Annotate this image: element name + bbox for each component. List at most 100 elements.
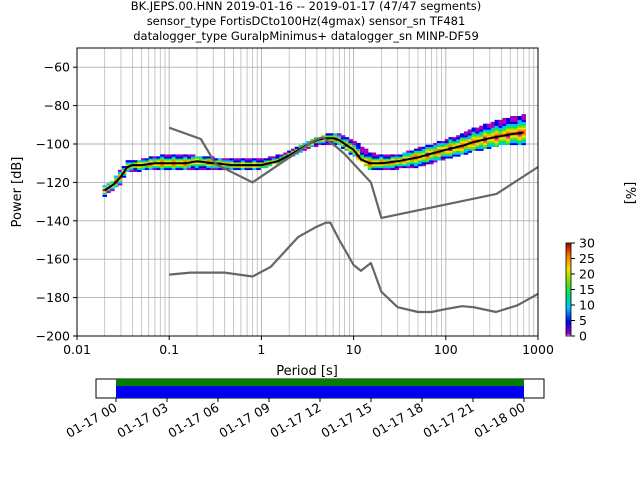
density-cell [486, 144, 492, 148]
density-cell [452, 144, 457, 148]
density-cells [102, 114, 526, 197]
density-cell [225, 160, 230, 163]
y-tick-label: −160 [36, 252, 70, 267]
density-cell [267, 158, 273, 161]
density-cell [233, 162, 238, 165]
density-cell [406, 164, 411, 167]
density-cell [144, 165, 150, 169]
density-cell [467, 137, 473, 140]
density-cell [202, 164, 207, 167]
density-cell [306, 144, 311, 148]
density-cell [509, 123, 515, 126]
density-cell [509, 116, 515, 119]
density-cell [429, 156, 434, 159]
density-cell [325, 133, 330, 136]
density-cell [233, 165, 238, 169]
density-cell [194, 167, 200, 171]
density-cell [421, 158, 426, 161]
density-cell [517, 127, 523, 130]
density-cell [436, 140, 442, 144]
density-cell [463, 137, 469, 140]
density-cell [310, 139, 315, 142]
density-cell [509, 135, 515, 138]
density-cell [417, 160, 423, 163]
density-cell [386, 154, 392, 157]
density-cell [467, 129, 473, 132]
density-cell [340, 146, 346, 149]
density-cell [452, 154, 457, 157]
density-cell [329, 139, 334, 142]
density-cell [444, 139, 450, 142]
density-cell [137, 162, 142, 165]
density-cell [448, 142, 453, 146]
density-cell [202, 158, 207, 161]
density-cell [429, 158, 434, 161]
psd-plot-area: 0.01 0.1 1 10 100 1000 −200 −180 −160 −140 −120 −1… [10, 47, 554, 379]
density-cell [360, 160, 365, 163]
density-cell [290, 150, 296, 153]
density-cell [467, 146, 473, 149]
density-cell [486, 142, 492, 146]
density-cell [144, 158, 150, 161]
density-cell [406, 150, 411, 153]
density-cell [479, 129, 484, 132]
density-cell [240, 165, 246, 169]
density-cell [475, 146, 480, 149]
density-cell [390, 167, 396, 171]
density-cell [137, 160, 142, 163]
density-cell [171, 167, 177, 171]
density-cell [521, 125, 526, 128]
density-cell [498, 137, 503, 140]
density-cell [436, 152, 442, 155]
density-cell [183, 158, 188, 161]
density-cell [344, 148, 350, 151]
density-cell [179, 164, 184, 167]
density-cell [352, 142, 357, 146]
y-tick-label: −200 [36, 329, 70, 344]
density-cell [394, 162, 400, 165]
density-cell [413, 162, 419, 165]
density-cell [156, 164, 161, 167]
y-tick-label: −140 [36, 213, 70, 228]
density-cell [390, 158, 396, 161]
x-tick-label: 0.01 [63, 342, 91, 357]
density-cell [413, 165, 419, 169]
density-cell [256, 165, 261, 169]
density-cell [521, 142, 526, 146]
density-cell [513, 121, 519, 124]
density-cell [509, 121, 515, 124]
density-cell [194, 156, 200, 159]
density-cell [463, 131, 469, 134]
density-cell [486, 139, 492, 142]
density-cell [214, 167, 219, 171]
density-cell [490, 131, 496, 134]
density-cell [494, 137, 500, 140]
density-cell [121, 175, 127, 178]
density-cell [440, 156, 446, 159]
density-cell [506, 137, 511, 140]
density-cell [371, 167, 377, 171]
density-cell [486, 129, 492, 132]
density-cell [371, 152, 377, 155]
density-cell [344, 142, 350, 146]
density-cell [429, 144, 434, 148]
density-cell [460, 148, 465, 151]
density-cell [379, 167, 384, 171]
density-cell [513, 135, 519, 138]
density-cell [148, 158, 154, 161]
density-cell [471, 139, 476, 142]
density-cell [175, 165, 180, 169]
density-cell [229, 158, 234, 161]
density-cell [463, 148, 469, 151]
density-cell [390, 156, 396, 159]
density-cell [502, 127, 507, 130]
density-cell [248, 158, 254, 161]
density-cell [175, 164, 180, 167]
density-cell [410, 156, 415, 159]
density-cell [114, 185, 119, 188]
density-cell [494, 140, 500, 144]
density-cell [406, 160, 411, 163]
density-cell [413, 164, 419, 167]
density-cell [509, 117, 515, 121]
